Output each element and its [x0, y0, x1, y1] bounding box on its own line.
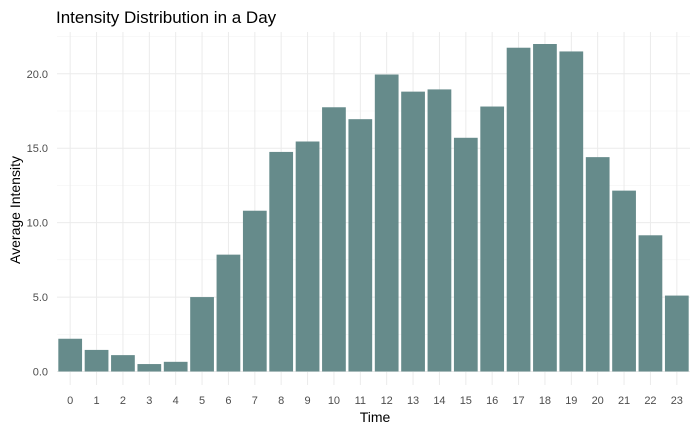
y-tick-label: 5.0 [33, 292, 48, 304]
y-axis-title: Average Intensity [7, 156, 23, 264]
bar-hour-6 [216, 254, 241, 372]
x-tick-label: 9 [305, 395, 311, 407]
y-axis-ticks: 0.0 5.0 10.0 15.0 20.0 [27, 69, 48, 379]
bar-hour-15 [453, 137, 478, 372]
x-tick-label: 15 [460, 395, 472, 407]
bar-hour-16 [480, 106, 505, 372]
chart-title: Intensity Distribution in a Day [56, 8, 277, 27]
bar-hour-8 [269, 151, 294, 372]
bar-hour-14 [427, 89, 452, 372]
bar-hour-1 [84, 349, 109, 372]
x-tick-label: 18 [539, 395, 551, 407]
x-tick-label: 12 [381, 395, 393, 407]
bar-hour-12 [374, 74, 399, 372]
x-tick-label: 6 [225, 395, 231, 407]
bar-hour-23 [664, 295, 689, 372]
bar-hour-11 [348, 119, 373, 372]
x-tick-label: 1 [94, 395, 100, 407]
y-tick-label: 20.0 [27, 69, 48, 81]
bar-hour-5 [190, 297, 214, 372]
bar-hour-13 [401, 91, 425, 372]
x-tick-label: 17 [512, 395, 524, 407]
y-tick-label: 15.0 [27, 143, 48, 155]
x-axis-title: Time [360, 409, 391, 425]
bar-hour-2 [111, 355, 135, 372]
x-tick-label: 20 [592, 395, 604, 407]
bars [58, 44, 689, 372]
x-tick-label: 21 [618, 395, 630, 407]
x-tick-label: 10 [328, 395, 340, 407]
x-axis-ticks: 0 1 2 3 4 5 6 7 8 9 10 11 12 13 14 15 16 17 18 19 20 21 22 23 [67, 395, 683, 407]
x-tick-label: 0 [67, 395, 73, 407]
y-tick-label: 0.0 [33, 367, 48, 379]
bar-hour-20 [585, 157, 610, 372]
bar-hour-4 [163, 361, 188, 372]
bar-hour-21 [612, 190, 636, 372]
x-tick-label: 11 [355, 395, 366, 407]
bar-hour-19 [559, 51, 584, 372]
x-tick-label: 16 [486, 395, 498, 407]
bar-hour-10 [322, 107, 346, 372]
bar-hour-9 [295, 141, 320, 372]
x-tick-label: 7 [252, 395, 258, 407]
x-tick-label: 22 [644, 395, 656, 407]
x-tick-label: 19 [565, 395, 577, 407]
bar-hour-0 [58, 338, 83, 372]
bar-hour-22 [638, 235, 663, 372]
x-tick-label: 5 [199, 395, 205, 407]
bar-hour-17 [506, 47, 531, 372]
x-tick-label: 3 [146, 395, 152, 407]
x-tick-label: 13 [407, 395, 419, 407]
bar-hour-3 [137, 364, 162, 372]
x-tick-label: 14 [433, 395, 445, 407]
bar-hour-7 [242, 210, 267, 372]
x-tick-label: 4 [173, 395, 179, 407]
bar-hour-18 [533, 44, 557, 372]
x-tick-label: 2 [120, 395, 126, 407]
x-tick-label: 8 [278, 395, 284, 407]
x-tick-label: 23 [671, 395, 683, 407]
y-tick-label: 10.0 [27, 218, 48, 230]
